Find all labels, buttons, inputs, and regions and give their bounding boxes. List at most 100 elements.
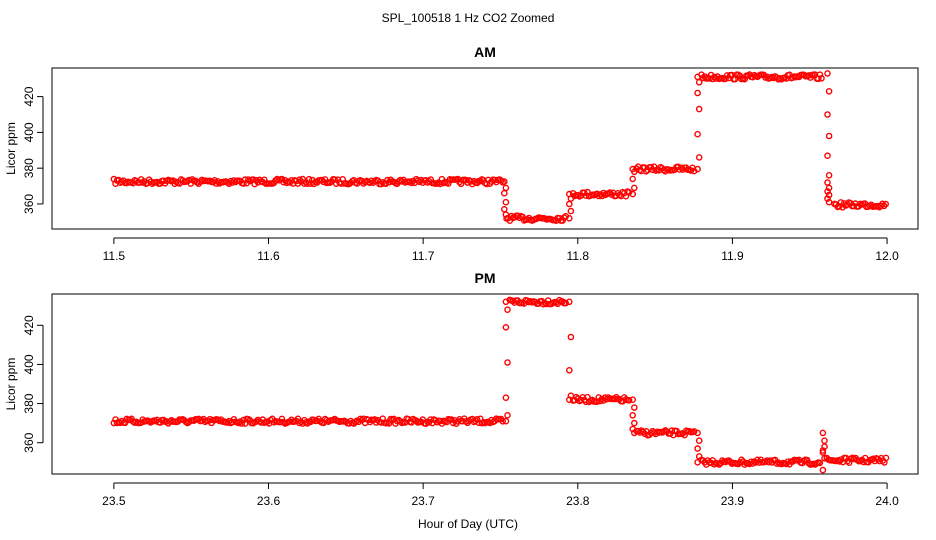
data-point — [629, 190, 637, 198]
data-point — [695, 437, 703, 445]
data-point — [631, 404, 638, 411]
data-point — [825, 132, 833, 140]
data-point — [566, 298, 573, 306]
x-tick-label: 23.9 — [721, 494, 745, 508]
plot-frame — [51, 293, 919, 475]
data-point — [819, 466, 827, 474]
panel-pm: PM 23.5 23.6 23.7 23.8 23.9 24.0 360 380 400 420 Li… — [4, 270, 919, 508]
data-point — [502, 198, 510, 206]
data-point — [825, 191, 833, 199]
data-point — [625, 396, 633, 404]
data-points — [110, 296, 890, 474]
data-point — [825, 88, 833, 95]
data-point — [629, 411, 637, 419]
figure-title: SPL_100518 1 Hz CO2 Zoomed — [382, 11, 555, 25]
data-point — [473, 415, 481, 423]
x-tick-label: 11.9 — [721, 249, 744, 263]
y-tick-label: 380 — [22, 393, 36, 413]
data-point — [738, 456, 745, 464]
data-point — [559, 298, 566, 305]
data-point — [502, 184, 510, 192]
data-point — [382, 180, 390, 187]
data-point — [694, 429, 701, 437]
x-axis-label: Hour of Day (UTC) — [418, 517, 518, 531]
data-point — [695, 453, 703, 460]
data-point — [566, 396, 573, 404]
data-point — [457, 180, 465, 188]
data-point — [566, 214, 573, 222]
data-point — [694, 165, 701, 173]
x-tick-label: 11.8 — [567, 249, 590, 263]
data-point — [824, 111, 831, 118]
data-point — [566, 200, 573, 208]
data-point — [427, 176, 435, 183]
data-point — [562, 299, 570, 307]
data-point — [300, 180, 308, 187]
y-tick-label: 420 — [22, 86, 36, 106]
data-point — [821, 443, 828, 450]
x-tick-label: 23.8 — [566, 494, 590, 508]
data-point — [824, 188, 831, 195]
data-point — [824, 195, 831, 202]
data-point — [694, 89, 701, 97]
x-tick-label: 24.0 — [875, 494, 899, 508]
data-point — [235, 419, 242, 427]
data-point — [629, 165, 637, 173]
data-point — [825, 198, 833, 206]
data-point — [595, 192, 603, 200]
data-point — [500, 189, 508, 197]
data-point — [188, 176, 196, 183]
data-point — [694, 445, 701, 452]
data-point — [819, 429, 827, 437]
data-point — [502, 394, 510, 402]
x-tick-label: 23.6 — [257, 494, 281, 508]
data-point — [690, 428, 698, 435]
data-point — [825, 184, 833, 192]
data-point — [882, 454, 890, 462]
data-point — [741, 75, 749, 83]
y-tick-label: 400 — [22, 122, 36, 142]
panel-title: PM — [475, 270, 496, 286]
data-point — [629, 396, 637, 404]
data-point — [556, 296, 563, 304]
x-tick-label: 11.6 — [257, 249, 280, 263]
data-point — [500, 178, 508, 185]
data-point — [819, 449, 827, 456]
data-point — [824, 70, 831, 77]
data-point — [567, 207, 575, 215]
data-point — [631, 419, 638, 427]
data-point — [500, 205, 508, 213]
data-point — [448, 416, 455, 423]
data-point — [211, 176, 218, 184]
data-point — [567, 333, 575, 341]
data-point — [516, 214, 523, 222]
data-point — [722, 75, 729, 82]
data-point — [504, 306, 511, 314]
data-point — [825, 171, 833, 179]
data-point — [824, 152, 831, 159]
data-point — [566, 190, 573, 198]
data-point — [695, 154, 703, 161]
panel-title: AM — [474, 44, 496, 60]
data-point — [502, 417, 510, 425]
plot-frame — [51, 67, 919, 230]
data-point — [816, 459, 824, 467]
data-point — [595, 394, 603, 401]
y-tick-label: 360 — [22, 432, 36, 452]
data-point — [631, 429, 638, 437]
data-point — [502, 211, 510, 218]
y-tick-label: 360 — [22, 194, 36, 214]
data-point — [803, 456, 811, 464]
y-tick-label: 380 — [22, 158, 36, 178]
data-point — [821, 437, 828, 445]
data-point — [504, 359, 511, 366]
data-point — [821, 454, 828, 462]
data-point — [631, 184, 638, 192]
y-tick-label: 400 — [22, 354, 36, 374]
x-tick-label: 11.7 — [412, 249, 435, 263]
data-point — [502, 298, 510, 306]
data-point — [694, 73, 701, 81]
data-point — [882, 200, 890, 208]
x-tick-label: 12.0 — [875, 249, 899, 263]
